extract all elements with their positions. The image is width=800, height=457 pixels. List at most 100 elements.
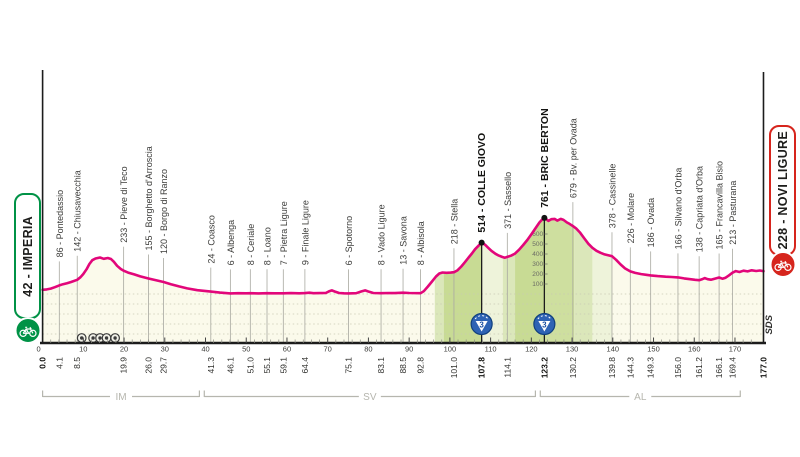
bicycle-icon: [18, 326, 37, 338]
axis-tick-label: 150: [647, 345, 660, 354]
gpm-category-badge: 3: [470, 312, 493, 336]
summit-elevation-scale: 600 500 400 300 200 100: [532, 231, 548, 288]
town-label: 8 - Albisola: [416, 221, 426, 265]
badge-arc: [474, 315, 489, 320]
axis-tick-label: 70: [324, 345, 332, 354]
axis-tick-label: 20: [120, 345, 128, 354]
town-label: 6 - Albenga: [226, 220, 236, 266]
town-marker: 226 - Molare: [626, 193, 636, 343]
town-marker: 8 - Albisola: [416, 221, 426, 343]
tunnel-icon: [110, 333, 120, 343]
scale-value: 400: [532, 251, 543, 258]
gridlines: [42, 293, 764, 335]
town-label: 8 - Loano: [263, 227, 273, 265]
km-value: 166.1: [714, 357, 724, 379]
start-label: 42 - IMPERIA: [20, 215, 35, 297]
town-label: 166 - Silvano d'Orba: [673, 168, 683, 250]
town-marker: 218 - Stella: [449, 199, 459, 343]
km-value: 41.3: [206, 357, 216, 374]
km-value: 55.1: [262, 357, 272, 374]
badge-pennant: [475, 321, 488, 332]
town-label: 13 - Savona: [399, 216, 409, 265]
tunnel-dot: [98, 336, 102, 340]
badge-number: 3: [479, 321, 484, 330]
badge-arc: [537, 315, 552, 320]
km-value: 149.3: [646, 357, 656, 379]
scale-value: 300: [532, 261, 543, 268]
km-value: 156.0: [673, 357, 683, 379]
town-marker: 120 - Borgo di Ranzo: [159, 169, 169, 343]
tunnel-dot: [79, 336, 84, 340]
town-label: 8 - Ceriale: [246, 224, 256, 266]
axis-tick-label: 80: [364, 345, 372, 354]
km-value: 51.0: [245, 357, 255, 374]
axis-tick-label: 90: [405, 345, 413, 354]
town-label: 142 - Chiusavecchia: [73, 170, 83, 252]
town-marker: 24 - Coasco: [206, 215, 216, 343]
km-value: 130.2: [568, 357, 578, 379]
km-axis: 0 10 20 30 40 50 60 70 80 90 100 110 120 130 140 150 160…: [37, 70, 768, 379]
axis-tick-label: 50: [242, 345, 250, 354]
km-value: 177.0: [758, 357, 768, 379]
km-value: 8.5: [72, 357, 82, 369]
badge-pennant: [538, 321, 551, 332]
province-bracket: AL: [539, 390, 741, 403]
climb-band: [434, 217, 444, 343]
profile-path: [41, 216, 765, 295]
km-value: 29.7: [159, 357, 169, 374]
town-marker: 8 - Ceriale: [246, 224, 256, 343]
province-bracket: SV: [203, 390, 537, 403]
km-value: 107.8: [477, 357, 487, 379]
town-marker: 213 - Pasturana: [728, 181, 738, 343]
km-value: 83.1: [376, 357, 386, 374]
province-label: IM: [115, 392, 126, 403]
town-marker: 371 - Sassello: [503, 172, 513, 343]
axis-tick-label: 10: [79, 345, 87, 354]
elevation-line: [41, 216, 765, 295]
badge-number: 3: [542, 321, 547, 330]
town-label: 24 - Coasco: [206, 215, 216, 264]
town-marker: 233 - Pieve di Teco: [119, 166, 129, 343]
town-label: 120 - Borgo di Ranzo: [159, 169, 169, 254]
scale-value: 600: [532, 231, 543, 238]
town-label: 218 - Stella: [449, 199, 459, 245]
town-marker: 165 - Francavilla Bisio: [715, 161, 725, 343]
tunnel-dot: [91, 336, 95, 340]
town-marker: 8 - Loano: [263, 227, 273, 343]
km-value: 59.1: [278, 357, 288, 374]
axis-tick-label: 110: [485, 345, 497, 354]
town-label: 165 - Francavilla Bisio: [715, 161, 725, 250]
town-label: 7 - Pietra Ligure: [279, 201, 289, 265]
scale-value: 500: [532, 241, 543, 248]
town-marker: 6 - Spotorno: [344, 216, 354, 343]
km-value: 4.1: [54, 357, 64, 369]
town-label: 378 - Cassinelle: [607, 164, 617, 229]
km-value: 101.0: [449, 357, 459, 379]
town-label: 186 - Ovada: [646, 198, 656, 248]
town-marker: 8 - Vado Ligure: [377, 204, 387, 343]
axis-tick-label: 60: [283, 345, 291, 354]
axis-tick-label: 30: [161, 345, 169, 354]
km-value: 92.8: [416, 357, 426, 374]
axis-tick-label: 170: [729, 345, 742, 354]
town-marker: 6 - Albenga: [226, 220, 236, 343]
town-label: 8 - Vado Ligure: [377, 204, 387, 265]
km-value: 114.1: [502, 357, 512, 378]
km-value: 75.1: [343, 357, 353, 374]
axis-tick-label: 40: [201, 345, 209, 354]
km-value: 161.2: [694, 357, 704, 379]
town-marker: 378 - Cassinelle: [607, 164, 617, 343]
town-label: 138 - Capriata d'Orba: [695, 166, 705, 252]
climb-band: [574, 217, 593, 343]
km-value: 19.9: [119, 357, 129, 374]
tunnel-icon: [76, 333, 87, 343]
town-label: 155 - Borghetto d'Arroscia: [144, 146, 154, 250]
km-value: 139.8: [607, 357, 617, 379]
town-label: 233 - Pieve di Teco: [119, 166, 129, 242]
town-label: 9 - Finale Ligure: [300, 200, 310, 265]
km-value: 144.3: [625, 357, 635, 379]
town-label: 86 - Pontedassio: [55, 190, 65, 258]
start-box: 42 - IMPERIA: [14, 193, 41, 344]
